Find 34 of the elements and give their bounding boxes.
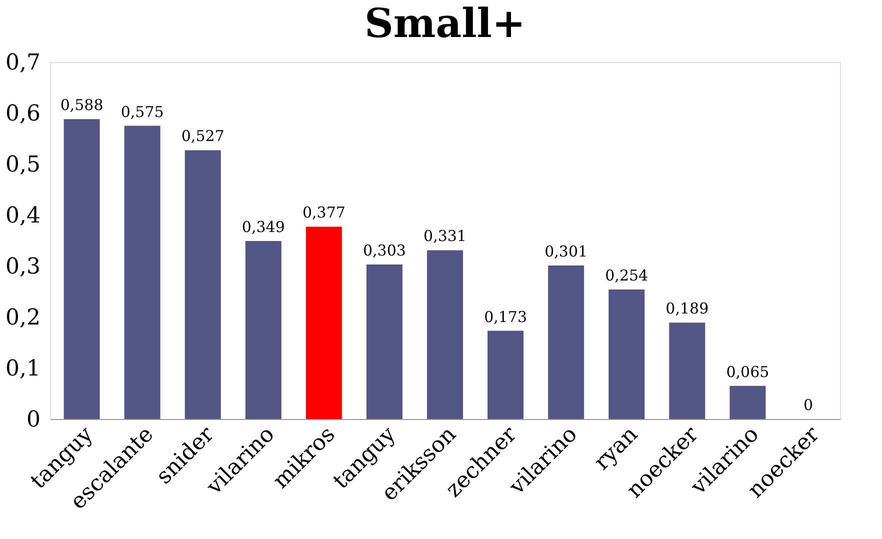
data-label: 0,575 [120, 102, 164, 121]
data-label: 0,349 [242, 218, 285, 236]
y-tick-label: 0,4 [6, 204, 40, 228]
data-label: 0 [803, 396, 813, 414]
bar [669, 322, 706, 419]
y-tick-label: 0 [26, 408, 40, 432]
data-label: 0,377 [302, 204, 346, 222]
data-label: 0,173 [484, 308, 528, 326]
bar [245, 241, 282, 419]
bar [306, 226, 342, 419]
bar [488, 330, 524, 419]
chart-title: Small+ [364, 0, 526, 47]
bar [64, 119, 100, 419]
y-tick-label: 0,6 [6, 102, 40, 126]
bar [608, 289, 645, 419]
data-label: 0,588 [60, 96, 104, 114]
y-tick-label: 0,2 [6, 306, 40, 330]
y-tick-label: 0,7 [6, 50, 40, 76]
data-label: 0,331 [424, 227, 466, 246]
data-label: 0,527 [181, 127, 224, 146]
data-label: 0,254 [605, 266, 648, 284]
bar [730, 386, 766, 419]
bar [124, 126, 160, 419]
y-tick-label: 0,5 [6, 152, 40, 178]
y-tick-label: 0,3 [6, 254, 40, 280]
y-tick-label: 0,1 [6, 356, 40, 382]
bar [427, 250, 463, 419]
data-label: 0,189 [666, 300, 709, 318]
bar [184, 150, 221, 419]
data-label: 0,303 [362, 241, 406, 260]
data-label: 0,301 [544, 242, 588, 260]
bar [366, 264, 402, 419]
data-label: 0,065 [726, 362, 770, 381]
bar [548, 265, 584, 419]
